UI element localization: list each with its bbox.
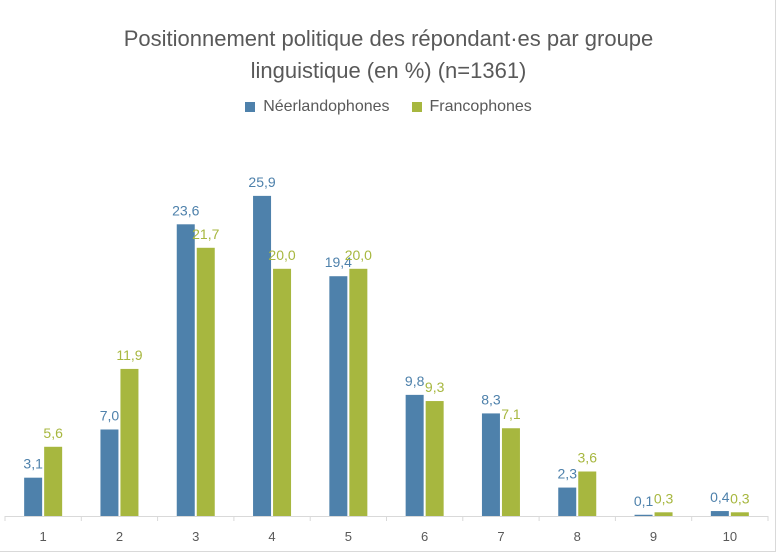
legend: Néerlandophones Francophones [0, 98, 777, 116]
data-label-neerlandophones: 3,1 [23, 456, 43, 472]
x-tick-label: 9 [650, 529, 657, 544]
x-tick-label: 3 [192, 529, 199, 544]
legend-swatch-francophones [411, 102, 422, 112]
bar-neerlandophones [634, 514, 653, 516]
bar-neerlandophones [24, 477, 43, 516]
legend-label-francophones: Francophones [429, 98, 532, 115]
bar-francophones [44, 446, 63, 516]
data-label-neerlandophones: 2,3 [558, 466, 578, 482]
legend-item-francophones: Francophones [411, 98, 532, 116]
x-tick-label: 5 [345, 529, 352, 544]
data-label-neerlandophones: 0,4 [710, 489, 730, 505]
bar-neerlandophones [176, 224, 195, 516]
bar-francophones [654, 512, 673, 516]
chart-title-line-2: linguistique (en %) (n=1361) [250, 58, 527, 83]
x-tick-label: 8 [574, 529, 581, 544]
data-label-neerlandophones: 7,0 [100, 407, 120, 423]
x-tick-label: 2 [116, 529, 123, 544]
x-tick-label: 10 [723, 529, 737, 544]
bar-neerlandophones [710, 511, 729, 516]
data-label-francophones: 21,7 [192, 226, 219, 242]
x-tick-label: 7 [497, 529, 504, 544]
data-label-francophones: 0,3 [654, 490, 674, 506]
bar-neerlandophones [481, 413, 500, 516]
bar-francophones [578, 471, 597, 516]
legend-swatch-neerlandophones [245, 102, 256, 112]
legend-item-neerlandophones: Néerlandophones [245, 98, 390, 116]
data-label-neerlandophones: 23,6 [172, 202, 199, 218]
data-label-neerlandophones: 19,4 [325, 254, 352, 270]
data-label-neerlandophones: 9,8 [405, 373, 425, 389]
data-label-francophones: 20,0 [345, 247, 372, 263]
bar-francophones [349, 268, 368, 516]
x-tick-label: 4 [268, 529, 275, 544]
data-label-francophones: 0,3 [730, 490, 750, 506]
data-label-francophones: 3,6 [578, 450, 598, 466]
data-label-francophones: 9,3 [425, 379, 445, 395]
data-label-neerlandophones: 25,9 [248, 174, 275, 190]
data-label-neerlandophones: 8,3 [481, 391, 501, 407]
bar-francophones [730, 512, 749, 516]
bar-francophones [501, 428, 520, 516]
bar-francophones [120, 368, 139, 516]
bar-francophones [196, 247, 215, 516]
bar-neerlandophones [253, 195, 272, 516]
data-label-francophones: 5,6 [43, 425, 63, 441]
data-label-francophones: 20,0 [268, 247, 295, 263]
bar-neerlandophones [329, 276, 348, 516]
bar-neerlandophones [558, 487, 577, 516]
x-tick-label: 6 [421, 529, 428, 544]
bar-francophones [273, 268, 292, 516]
data-label-neerlandophones: 0,1 [634, 493, 654, 509]
bar-neerlandophones [405, 394, 424, 516]
data-label-francophones: 11,9 [116, 347, 142, 363]
x-tick-label: 1 [40, 529, 47, 544]
data-label-francophones: 7,1 [501, 406, 521, 422]
chart-title-line-1: Positionnement politique des répondant·e… [123, 26, 654, 51]
bar-neerlandophones [100, 429, 119, 516]
bar-francophones [425, 401, 444, 516]
legend-label-neerlandophones: Néerlandophones [263, 98, 390, 115]
